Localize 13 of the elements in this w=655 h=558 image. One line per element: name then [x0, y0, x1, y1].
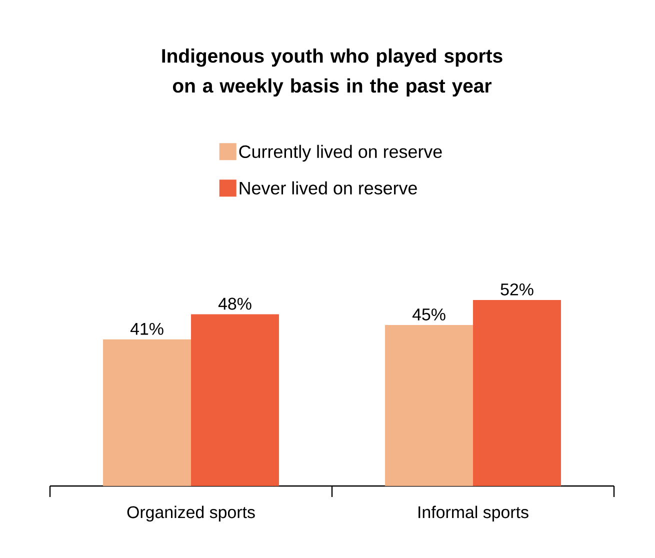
x-tick-label: Organized sports — [127, 506, 255, 522]
legend-label: Never lived on reserve — [240, 181, 417, 194]
x-tick-label: Informal sports — [418, 506, 528, 522]
legend-label: Currently lived on reserve — [239, 144, 442, 162]
data-label: 41% — [130, 322, 164, 335]
data-label: 45% — [412, 308, 446, 320]
bar — [385, 325, 474, 486]
bar — [191, 314, 279, 486]
chart-title: Indigenous youth who played sports on a weekly basis in the past year — [162, 48, 502, 97]
bar — [473, 300, 561, 486]
data-label: 52% — [500, 283, 534, 296]
bar — [103, 339, 191, 486]
data-label: 48% — [218, 298, 252, 310]
